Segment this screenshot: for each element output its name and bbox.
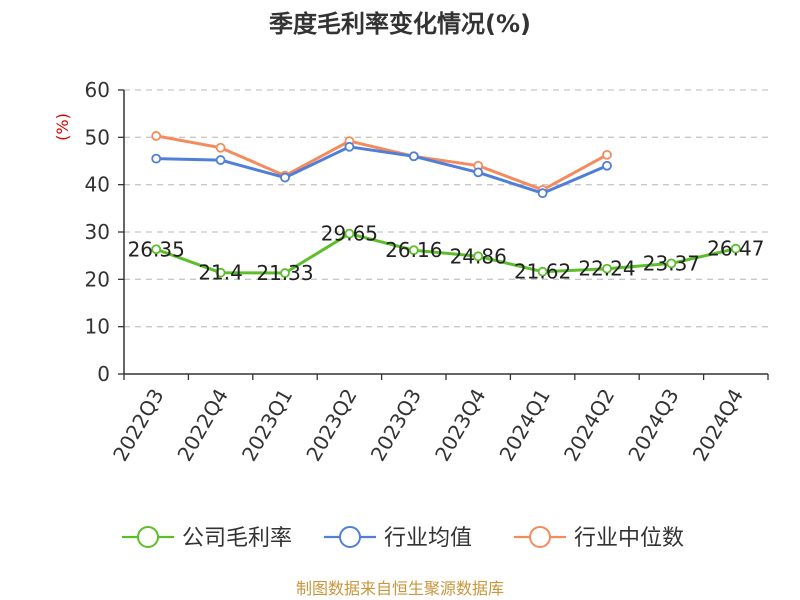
data-point (537, 266, 548, 277)
data-point (151, 244, 162, 255)
data-label: 23.37 (643, 251, 700, 275)
x-tick-label: 2022Q3 (108, 385, 168, 466)
data-point (215, 142, 226, 153)
data-point (602, 263, 612, 274)
data-label: 26.16 (385, 238, 442, 262)
data-label: 26.35 (128, 237, 185, 261)
legend-label: 行业中位数 (574, 526, 684, 551)
legend-marker (529, 526, 551, 548)
source-note: 制图数据来自恒生聚源数据库 (296, 579, 504, 598)
data-point (602, 160, 612, 171)
data-label: 24.86 (450, 244, 507, 268)
legend-label: 公司毛利率 (182, 526, 292, 551)
data-point (280, 268, 290, 278)
y-tick-label: 40 (85, 173, 110, 197)
x-tick-label: 2022Q4 (172, 385, 232, 466)
legend-label: 行业均值 (384, 526, 472, 551)
data-point (602, 149, 612, 160)
chart-title: 季度毛利率变化情况(%) (269, 10, 531, 38)
data-point (344, 141, 355, 152)
series-lines (151, 131, 741, 278)
x-tick-label: 2023Q4 (430, 385, 490, 466)
data-label: 21.62 (514, 260, 571, 284)
data-label: 21.33 (256, 261, 313, 285)
data-point (408, 151, 419, 162)
data-label: 29.65 (321, 222, 378, 246)
data-point (473, 251, 484, 262)
series-0 (151, 228, 741, 278)
series-line (155, 134, 608, 192)
x-tick-label: 2023Q1 (237, 385, 297, 466)
x-tick-label: 2024Q3 (623, 385, 683, 466)
y-tick-label: 50 (85, 125, 110, 149)
x-tick-label: 2023Q2 (301, 385, 361, 466)
data-point (215, 155, 226, 165)
x-tick-label: 2024Q4 (688, 385, 748, 466)
grid-lines (124, 89, 768, 328)
x-tick-label: 2024Q1 (494, 385, 554, 466)
series-1 (151, 141, 612, 199)
y-axis-ticks: 0 10 20 30 40 50 60 (85, 78, 110, 386)
data-point (344, 228, 355, 239)
x-tick-label: 2024Q2 (559, 385, 619, 466)
data-label: 22.24 (578, 257, 635, 281)
data-point (151, 131, 162, 141)
series-line (155, 232, 737, 275)
data-point (666, 258, 677, 269)
y-tick-label: 60 (85, 78, 110, 102)
y-tick-label: 10 (85, 315, 110, 339)
y-tick-label: 30 (85, 220, 110, 244)
legend-item-0: 公司毛利率 (122, 526, 292, 551)
data-point (151, 153, 162, 164)
data-labels: 26.35 21.4 21.33 29.65 26.16 24.86 21.62 22.24 2… (128, 222, 765, 285)
series-line (156, 145, 608, 195)
data-label: 26.47 (707, 237, 764, 261)
legend-item-1: 行业均值 (324, 526, 472, 551)
data-point (280, 172, 290, 183)
legend-marker (137, 526, 159, 548)
legend-marker (339, 526, 361, 548)
x-axis-ticks: 2022Q3 2022Q4 2023Q1 2023Q2 2023Q3 2023Q4 2024… (108, 385, 748, 466)
x-tick-label: 2023Q3 (366, 385, 426, 466)
legend-item-2: 行业中位数 (514, 526, 684, 551)
legend: 公司毛利率 行业均值 行业中位数 (122, 526, 684, 551)
data-point (408, 245, 419, 256)
data-point (730, 243, 741, 254)
y-tick-label: 0 (97, 362, 110, 386)
axes (118, 89, 769, 380)
data-label: 21.4 (198, 261, 243, 285)
data-point (537, 188, 548, 199)
y-tick-label: 20 (85, 267, 110, 291)
data-point (473, 167, 484, 178)
y-axis-label: (%) (53, 113, 72, 141)
data-point (215, 267, 226, 278)
